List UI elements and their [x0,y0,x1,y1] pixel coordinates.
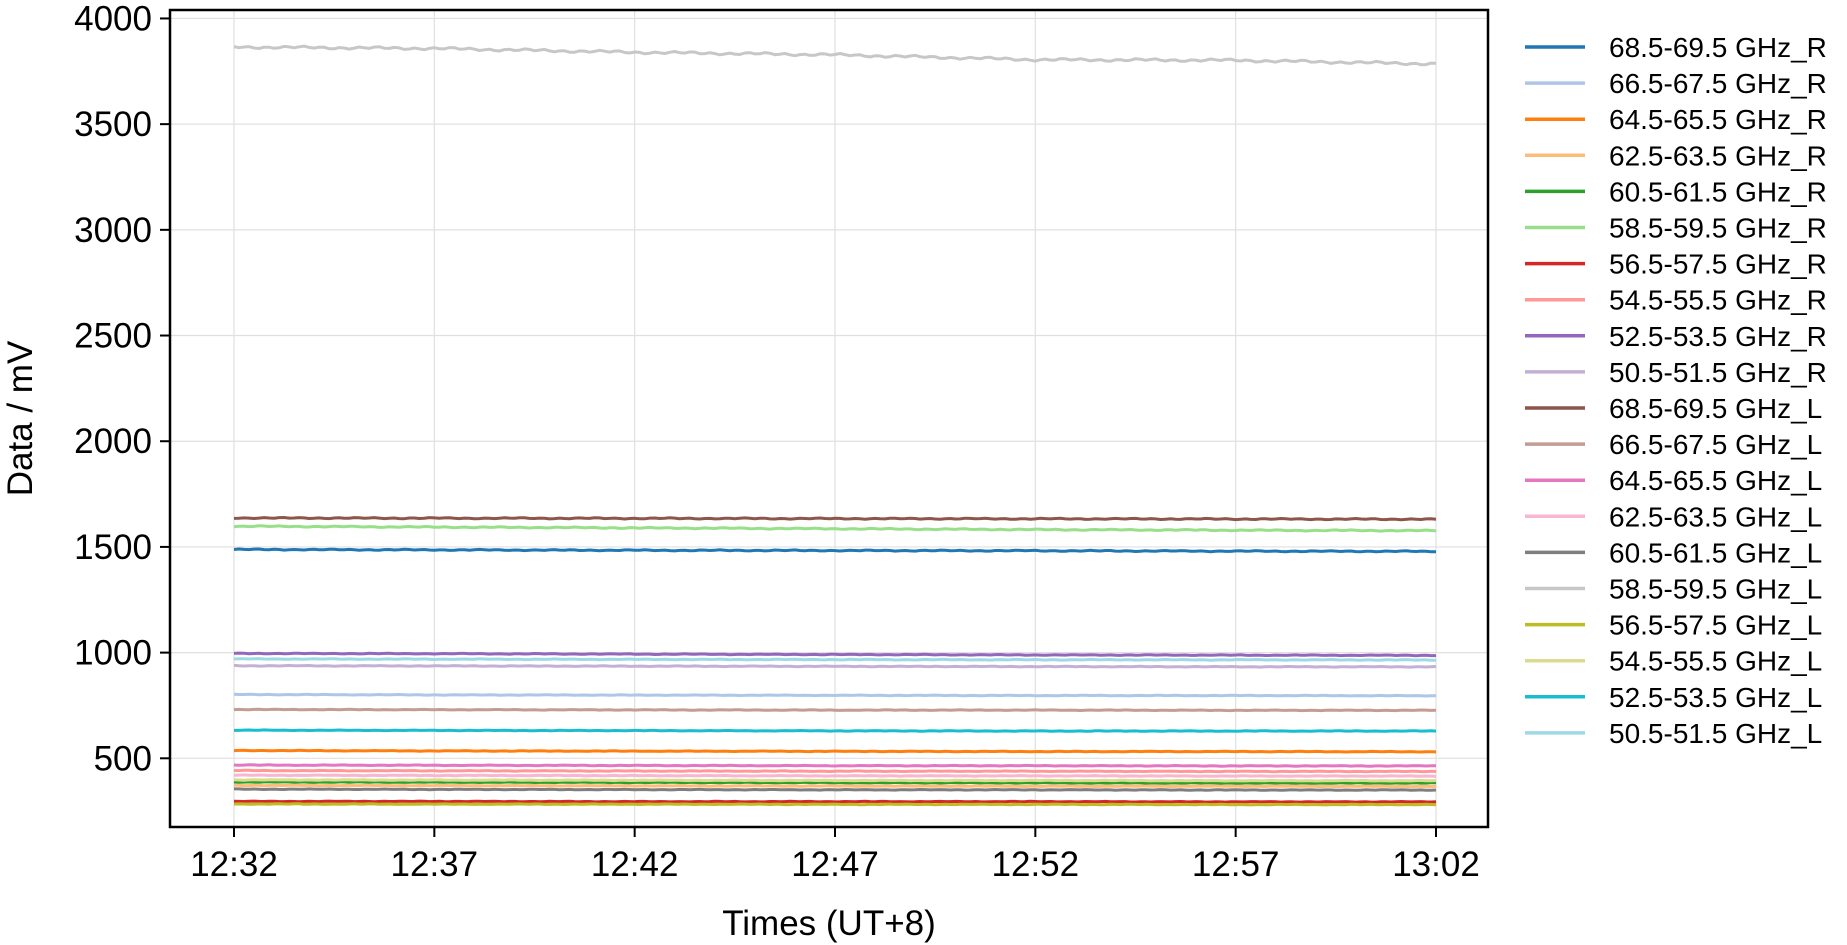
series-line [234,728,1437,733]
x-tick-label: 12:32 [190,845,278,884]
x-tick-label: 12:52 [992,845,1080,884]
series-line [233,657,1436,662]
series-line [234,787,1437,792]
legend-label: 50.5-51.5 GHz_L [1609,718,1822,749]
y-tick-label: 500 [94,739,152,778]
legend-label: 62.5-63.5 GHz_R [1609,140,1827,171]
legend-label: 54.5-55.5 GHz_R [1609,285,1827,316]
y-tick-label: 1000 [74,634,152,673]
y-tick-label: 4000 [74,0,152,38]
axes: 12:32 12:37 12:42 12:47 12:52 12:57 13:02 500 10… [74,0,1480,884]
y-tick-label: 2000 [74,422,152,461]
legend-label: 58.5-59.5 GHz_R [1609,213,1827,244]
x-tick-label: 12:42 [591,845,679,884]
legend-label: 60.5-61.5 GHz_L [1609,537,1822,568]
y-axis-title: Data / mV [1,340,40,496]
grid [170,10,1488,827]
series-line [233,692,1437,698]
legend-label: 50.5-51.5 GHz_R [1609,357,1827,388]
series-line [233,778,1437,783]
series-line [233,763,1436,768]
plot-area-frame [168,8,1490,829]
legend-label: 52.5-53.5 GHz_R [1609,321,1827,352]
series-line [233,707,1437,713]
x-tick-label: 13:02 [1392,845,1480,884]
legend-label: 56.5-57.5 GHz_L [1609,610,1822,641]
series-line [233,651,1436,658]
y-tick-label: 3500 [74,105,152,144]
legend-label: 60.5-61.5 GHz_R [1609,176,1827,207]
legend-label: 66.5-67.5 GHz_R [1609,68,1827,99]
x-tick-label: 12:57 [1192,845,1280,884]
series-line [233,783,1437,789]
series-lines [233,44,1437,807]
series-line [233,44,1437,67]
legend-label: 66.5-67.5 GHz_L [1609,429,1822,460]
series-line [233,773,1437,778]
y-tick-label: 1500 [74,528,152,567]
series-line [233,524,1437,533]
legend-label: 64.5-65.5 GHz_L [1609,465,1822,496]
series-line [233,547,1437,554]
x-tick-label: 12:37 [391,845,479,884]
legend-label: 56.5-57.5 GHz_R [1609,249,1827,280]
legend-label: 68.5-69.5 GHz_L [1609,393,1822,424]
y-tick-label: 2500 [74,317,152,356]
series-line [233,748,1437,754]
x-tick-label: 12:47 [791,845,879,884]
legend-label: 58.5-59.5 GHz_L [1609,574,1822,605]
legend-label: 68.5-69.5 GHz_R [1609,32,1827,63]
series-line [233,799,1437,804]
legend: 68.5-69.5 GHz_R 66.5-67.5 GHz_R 64.5-65.5 … [1525,32,1827,749]
series-line [233,802,1437,807]
series-line [233,516,1437,522]
y-tick-label: 3000 [74,211,152,250]
series-line [233,768,1437,774]
legend-label: 64.5-65.5 GHz_R [1609,104,1827,135]
legend-label: 54.5-55.5 GHz_L [1609,646,1822,677]
series-line [233,663,1437,669]
legend-label: 62.5-63.5 GHz_L [1609,501,1822,532]
legend-label: 52.5-53.5 GHz_L [1609,682,1822,713]
x-axis-title: Times (UT+8) [722,904,936,943]
series-line [233,780,1436,785]
